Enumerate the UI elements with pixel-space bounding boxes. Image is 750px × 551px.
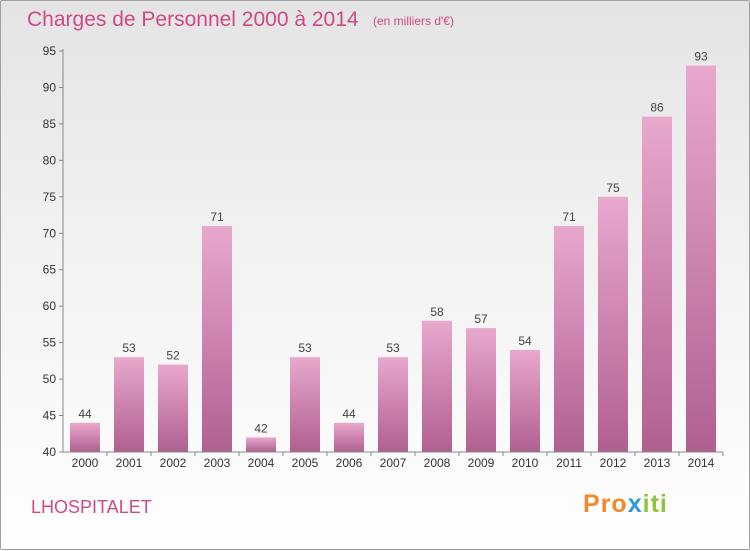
bar-2009 (466, 328, 496, 452)
x-tick-label-2000: 2000 (72, 456, 99, 470)
data-label-2006: 44 (342, 407, 356, 421)
y-tick-label-95: 95 (43, 44, 57, 58)
bar-2011 (554, 226, 584, 452)
bar-2005 (290, 357, 320, 452)
y-tick-label-75: 75 (43, 190, 57, 204)
y-tick-label-85: 85 (43, 117, 57, 131)
data-label-2005: 53 (298, 341, 312, 355)
data-label-2010: 54 (518, 334, 532, 348)
y-tick-label-80: 80 (43, 153, 57, 167)
x-tick-label-2006: 2006 (336, 456, 363, 470)
data-label-2012: 75 (606, 181, 620, 195)
x-tick-label-2011: 2011 (556, 456, 582, 470)
y-tick-label-55: 55 (43, 336, 57, 350)
chart-unit-label: (en milliers d'€) (373, 14, 454, 28)
bar-2004 (246, 437, 276, 452)
data-label-2008: 58 (430, 305, 444, 319)
y-tick-label-70: 70 (43, 226, 57, 240)
y-tick-label-65: 65 (43, 263, 57, 277)
bar-2001 (114, 357, 144, 452)
x-tick-label-2001: 2001 (116, 456, 143, 470)
bar-2010 (510, 349, 540, 452)
data-label-2000: 44 (78, 407, 92, 421)
bar-2003 (202, 226, 232, 452)
data-label-2001: 53 (122, 341, 136, 355)
x-tick-label-2010: 2010 (512, 456, 539, 470)
x-tick-label-2014: 2014 (688, 456, 715, 470)
x-tick-label-2009: 2009 (468, 456, 495, 470)
x-tick-label-2012: 2012 (600, 456, 627, 470)
x-tick-label-2007: 2007 (380, 456, 407, 470)
bar-2002 (158, 364, 188, 452)
x-tick-label-2004: 2004 (248, 456, 275, 470)
y-tick-label-40: 40 (43, 445, 57, 459)
y-tick-label-90: 90 (43, 81, 57, 95)
bar-2007 (378, 357, 408, 452)
y-tick-label-45: 45 (43, 409, 57, 423)
data-label-2004: 42 (254, 421, 268, 435)
bar-2000 (70, 422, 100, 452)
commune-name: LHOSPITALET (31, 497, 152, 517)
bar-2013 (642, 116, 672, 452)
x-tick-label-2013: 2013 (644, 456, 671, 470)
proxiti-logo[interactable]: Proxiti (583, 490, 668, 519)
y-tick-label-50: 50 (43, 372, 57, 386)
x-tick-label-2003: 2003 (204, 456, 231, 470)
data-label-2002: 52 (166, 349, 180, 363)
bar-2012 (598, 196, 628, 452)
data-label-2011: 71 (562, 210, 576, 224)
data-label-2013: 86 (650, 101, 664, 115)
bar-2006 (334, 422, 364, 452)
bar-2014 (686, 65, 716, 452)
x-tick-label-2008: 2008 (424, 456, 451, 470)
x-tick-label-2002: 2002 (160, 456, 187, 470)
data-label-2007: 53 (386, 341, 400, 355)
x-tick-label-2005: 2005 (292, 456, 319, 470)
data-label-2014: 93 (694, 50, 708, 64)
data-label-2003: 71 (210, 210, 224, 224)
chart-title: Charges de Personnel 2000 à 2014 (27, 8, 359, 31)
bar-2008 (422, 320, 452, 452)
logo-text: Proxiti (583, 490, 668, 518)
data-label-2009: 57 (474, 312, 488, 326)
y-tick-label-60: 60 (43, 299, 57, 313)
